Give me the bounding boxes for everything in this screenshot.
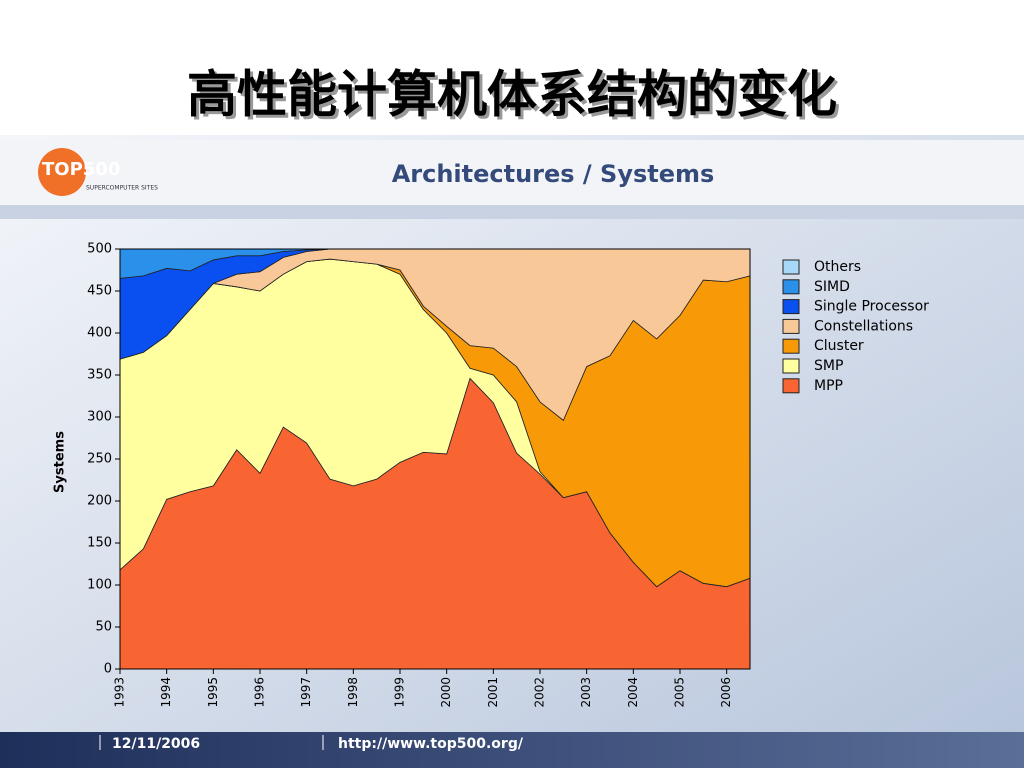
x-tick-label: 1993: [113, 677, 127, 708]
legend-swatch: [782, 318, 800, 334]
legend-swatch: [782, 358, 800, 374]
header-rule: [0, 205, 1024, 219]
x-tick-label: 1998: [346, 677, 360, 708]
logo-circle: [38, 148, 86, 196]
legend-swatch: [782, 259, 800, 275]
x-tick-label: 1994: [159, 677, 173, 708]
legend-swatch: [782, 338, 800, 354]
x-tick-label: 1996: [253, 677, 267, 708]
plot: 0 50 100 150 200 250 300 350 400 450 500 1993 1994 19…: [87, 242, 929, 708]
footer-date: 12/11/2006: [112, 736, 200, 752]
chart-title: Architectures / Systems: [392, 160, 715, 188]
legend-swatch: [782, 299, 800, 315]
y-tick-label: 300: [87, 410, 112, 425]
x-tick-label: 2004: [626, 677, 640, 708]
x-tick-label: 2006: [719, 677, 733, 708]
legend-label: MPP: [814, 378, 843, 394]
y-tick-label: 250: [87, 452, 112, 467]
x-tick-label: 2003: [579, 677, 593, 708]
logo-tagline: SUPERCOMPUTER SITES: [86, 185, 158, 192]
y-axis-label: Systems: [53, 431, 68, 493]
slide-title: 高性能计算机体系结构的变化: [187, 66, 837, 124]
x-tick-label: 1997: [299, 677, 313, 708]
x-tick-label: 2001: [486, 677, 500, 708]
y-tick-label: 50: [95, 620, 112, 635]
legend-label: SMP: [814, 358, 843, 374]
y-tick-label: 450: [87, 284, 112, 299]
footer-band: [0, 732, 1024, 768]
legend-label: SIMD: [814, 279, 850, 295]
legend-label: Single Processor: [814, 299, 929, 315]
logo-name: TOP500: [42, 159, 120, 180]
footer-url: http://www.top500.org/: [338, 736, 524, 752]
slide-title-shadow: 高性能计算机体系结构的变化: [190, 69, 840, 127]
y-tick-label: 500: [87, 242, 112, 257]
x-tick-label: 1995: [206, 677, 220, 708]
legend-swatch: [782, 279, 800, 295]
legend-label: Others: [814, 259, 861, 275]
x-tick-label: 1999: [393, 677, 407, 708]
legend-swatch: [782, 378, 800, 394]
x-tick-label: 2000: [439, 677, 453, 708]
header-band: [0, 140, 1024, 205]
legend-label: Cluster: [814, 338, 864, 354]
y-tick-label: 200: [87, 494, 112, 509]
y-tick-label: 350: [87, 368, 112, 383]
x-tick-label: 2005: [673, 677, 687, 708]
y-tick-label: 150: [87, 536, 112, 551]
y-tick-label: 100: [87, 578, 112, 593]
y-tick-label: 0: [104, 662, 112, 677]
y-tick-label: 400: [87, 326, 112, 341]
legend-label: Constellations: [814, 318, 913, 334]
x-tick-label: 2002: [533, 677, 547, 708]
